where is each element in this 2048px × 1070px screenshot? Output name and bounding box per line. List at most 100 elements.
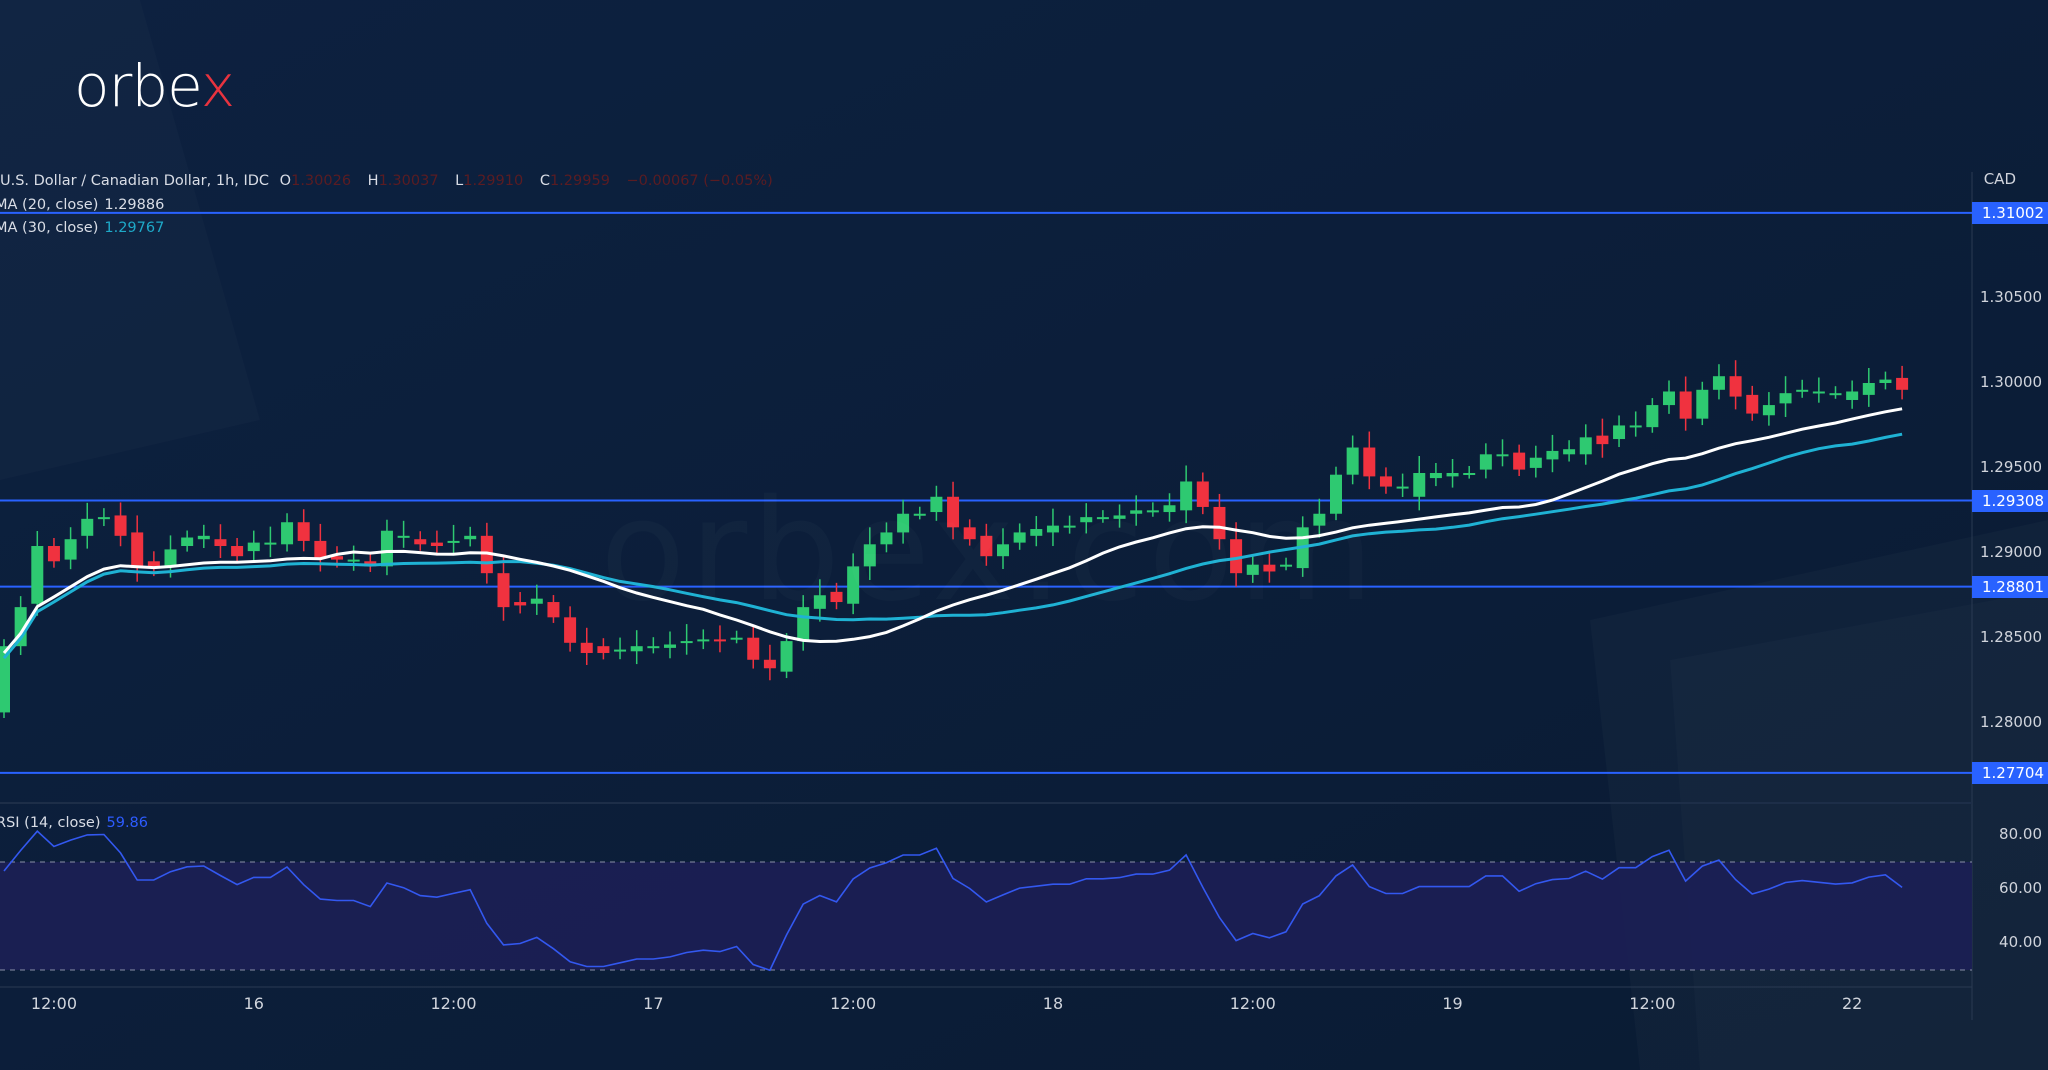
candle-body xyxy=(847,566,860,604)
level-price-tag: 1.31002 xyxy=(1972,201,2048,224)
level-price-tag: 1.28801 xyxy=(1972,575,2048,598)
candle-body xyxy=(1879,379,1892,383)
candle-body xyxy=(1663,391,1675,406)
candle-body xyxy=(1862,383,1875,395)
candle-body xyxy=(1496,454,1509,457)
candle xyxy=(863,527,876,580)
candle xyxy=(1379,467,1392,494)
candle-body xyxy=(1080,517,1093,523)
symbol-title[interactable]: U.S. Dollar / Canadian Dollar, 1h, IDC xyxy=(0,173,270,189)
candle xyxy=(1163,493,1176,522)
candle xyxy=(1413,455,1426,511)
candle-body xyxy=(1796,389,1809,392)
candle-body xyxy=(231,546,244,557)
candle xyxy=(1030,516,1043,547)
candle xyxy=(1796,379,1809,398)
candle-body xyxy=(763,659,776,669)
candle xyxy=(897,499,910,544)
price-tick-label: 1.28500 xyxy=(1979,627,2042,646)
candle-body xyxy=(614,649,627,652)
candle-body xyxy=(1846,391,1859,400)
candle xyxy=(1879,371,1892,390)
ohlc-close: C1.29959 xyxy=(539,173,610,189)
ma20-legend[interactable]: MA (20, close) 1.29886 xyxy=(0,197,170,213)
candle-body xyxy=(1213,506,1226,540)
time-tick-label: 12:00 xyxy=(30,994,77,1013)
candle-body xyxy=(1613,425,1626,440)
price-tick-label: 1.29500 xyxy=(1979,457,2042,476)
candle-body xyxy=(780,641,793,672)
candle xyxy=(1130,495,1143,526)
time-tick-label: 12:00 xyxy=(1629,994,1676,1013)
candle-body xyxy=(713,639,726,642)
candle xyxy=(713,625,726,653)
ma20-line xyxy=(2,407,1903,654)
candle xyxy=(1096,510,1109,523)
candle-body xyxy=(530,598,543,604)
candle-body xyxy=(1180,481,1193,511)
candle xyxy=(880,522,893,553)
price-tick-label: 1.28000 xyxy=(1979,712,2042,731)
candle xyxy=(1396,473,1409,497)
candle-body xyxy=(264,542,277,545)
candle xyxy=(114,502,127,547)
candle xyxy=(31,531,44,616)
candle xyxy=(181,530,194,552)
candle xyxy=(1080,503,1093,534)
candle xyxy=(464,526,477,547)
candle-body xyxy=(147,561,160,569)
candle xyxy=(430,530,443,556)
candle xyxy=(1862,368,1875,407)
candle-body xyxy=(197,535,210,540)
candle xyxy=(380,519,393,576)
watermark: orbex.com xyxy=(600,470,1378,633)
candle-body xyxy=(564,617,577,643)
price-tick-label: 1.30000 xyxy=(1979,373,2042,391)
candle-body xyxy=(81,518,94,536)
rsi-label: RSI (14, close) xyxy=(0,815,101,831)
time-tick-label: 12:00 xyxy=(830,994,877,1013)
candle-body xyxy=(1113,515,1126,519)
candle-body xyxy=(680,641,693,644)
candle-body xyxy=(1413,472,1426,497)
candle xyxy=(847,553,860,615)
ma30-legend[interactable]: MA (30, close) 1.29767 xyxy=(0,220,170,236)
candle xyxy=(1230,522,1243,587)
price-change: −0.00067 (−0.05%) xyxy=(626,173,773,189)
ma20-value: 1.29886 xyxy=(104,197,165,213)
candle-body xyxy=(930,496,943,513)
candle-body xyxy=(1479,454,1492,470)
ma30-value: 1.29767 xyxy=(104,220,165,236)
rsi-band xyxy=(0,862,1972,970)
rsi-legend[interactable]: RSI (14, close) 59.86 xyxy=(0,815,154,831)
candle-body xyxy=(1013,532,1026,543)
rsi-tick-label: 40.00 xyxy=(1999,933,2042,951)
candle xyxy=(47,538,60,568)
candle xyxy=(397,520,410,548)
candle xyxy=(630,630,643,665)
candle-body xyxy=(1063,525,1076,528)
candle xyxy=(664,631,676,659)
candle-body xyxy=(1579,437,1592,455)
candle-body xyxy=(464,535,477,540)
candle xyxy=(1346,435,1359,485)
candle xyxy=(1180,465,1193,524)
candle xyxy=(1546,434,1559,473)
candle-body xyxy=(1463,472,1476,475)
candle-body xyxy=(331,556,343,560)
candle xyxy=(1330,466,1342,521)
candle-body xyxy=(347,559,360,562)
candle-body xyxy=(414,539,427,545)
candle-body xyxy=(1646,405,1659,428)
candle xyxy=(281,513,294,552)
candle-body xyxy=(247,542,260,552)
candle xyxy=(1446,458,1459,488)
candle-body xyxy=(547,602,560,618)
candle-body xyxy=(580,642,593,653)
candle xyxy=(680,624,693,655)
candle-body xyxy=(1263,564,1276,572)
candle xyxy=(1513,444,1526,476)
candle-body xyxy=(430,542,443,547)
candle xyxy=(1013,523,1026,550)
